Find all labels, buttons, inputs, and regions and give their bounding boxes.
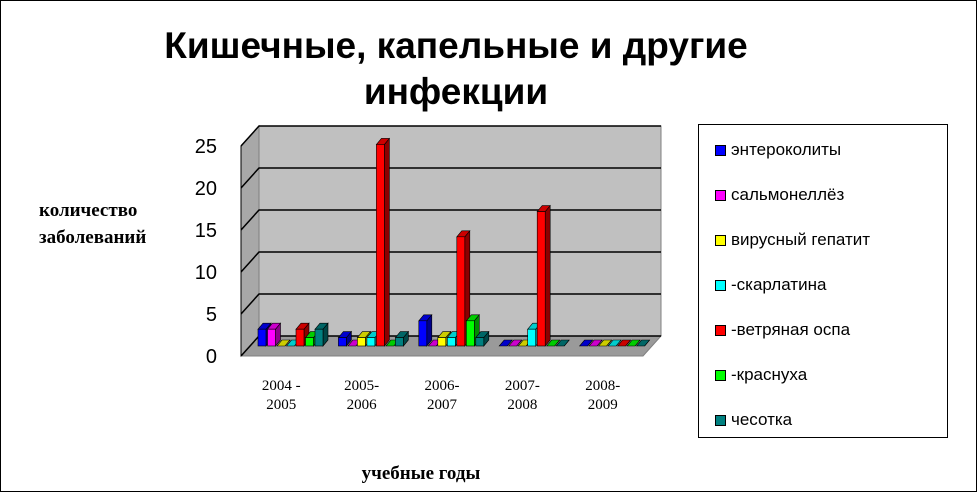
bar xyxy=(418,320,428,347)
x-tick-label: 2008-2009 xyxy=(585,378,621,413)
bar-side xyxy=(544,204,551,347)
bar xyxy=(475,337,485,347)
legend-item: сальмонеллёз xyxy=(715,185,844,205)
legend-label: энтероколиты xyxy=(731,140,842,159)
legend-label: -краснуха xyxy=(731,365,808,384)
bar-top xyxy=(498,339,513,347)
x-tick-label: 2005-2006 xyxy=(344,378,380,413)
bar xyxy=(446,337,456,347)
side-wall xyxy=(240,124,260,358)
bar-top xyxy=(276,339,291,347)
bar xyxy=(456,236,466,347)
bar-top xyxy=(588,339,603,347)
grid-line xyxy=(240,293,661,315)
x-axis-label: учебные годы xyxy=(361,463,481,484)
bar xyxy=(295,328,305,347)
legend-swatch xyxy=(715,189,726,201)
bar xyxy=(465,320,475,347)
bar-top xyxy=(508,339,523,347)
legend-label: сальмонеллёз xyxy=(731,185,845,204)
bar xyxy=(305,337,314,347)
bar-top xyxy=(607,339,622,347)
legend-swatch xyxy=(715,279,726,291)
bar-side xyxy=(384,137,390,347)
legend-swatch xyxy=(715,144,726,156)
bar xyxy=(366,337,376,347)
legend-item: -ветряная оспа xyxy=(715,320,850,340)
grid-line xyxy=(240,251,661,273)
legend-item: чесотка xyxy=(715,410,792,430)
bar-top xyxy=(555,339,570,347)
bar xyxy=(437,337,447,347)
y-axis-label: количество заболеваний xyxy=(39,200,147,248)
legend-item: -скарлатина xyxy=(715,275,826,295)
bar xyxy=(376,144,385,347)
legend-swatch xyxy=(715,234,726,246)
x-tick-label: 2006-2007 xyxy=(424,378,460,413)
y-tick-label: 20 xyxy=(195,178,217,200)
legend: энтероколиты сальмонеллёз вирусный гепатит… xyxy=(698,124,948,438)
bar xyxy=(338,337,347,347)
bar xyxy=(527,328,537,347)
bar xyxy=(357,337,366,347)
legend-label: вирусный гепатит xyxy=(731,230,871,249)
legend-item: вирусный гепатит xyxy=(715,230,870,250)
legend-label: -ветряная оспа xyxy=(731,320,851,339)
bar-top xyxy=(597,339,613,347)
y-tick-label: 25 xyxy=(195,136,217,158)
bar xyxy=(395,337,404,347)
x-tick-label: 2004 - 2005 xyxy=(261,378,301,413)
y-tick-label: 10 xyxy=(195,262,217,284)
x-tick-label: 2007-2008 xyxy=(504,378,540,413)
legend-swatch xyxy=(715,414,726,426)
legend-item: -краснуха xyxy=(715,365,807,385)
bar-top xyxy=(635,339,651,347)
legend-label: чесотка xyxy=(731,410,793,429)
legend-swatch xyxy=(715,369,726,381)
legend-label: -скарлатина xyxy=(731,275,827,294)
bar xyxy=(314,328,324,347)
bar xyxy=(267,328,276,347)
bar-top xyxy=(616,339,632,347)
legend-item: энтероколиты xyxy=(715,140,841,160)
y-tick-label: 0 xyxy=(206,346,217,368)
y-tick-label: 15 xyxy=(195,220,217,242)
legend-swatch xyxy=(715,324,726,336)
y-tick-label: 5 xyxy=(206,304,217,326)
bar-top xyxy=(546,339,561,347)
chart-title: Кишечные, капельные и другие инфекции xyxy=(164,25,748,112)
grid-line xyxy=(240,125,661,147)
bar-top xyxy=(578,339,594,347)
grid-line xyxy=(240,209,661,231)
bar-top xyxy=(626,339,641,347)
bar xyxy=(536,211,546,347)
bar xyxy=(257,328,267,347)
grid-line xyxy=(240,167,661,189)
